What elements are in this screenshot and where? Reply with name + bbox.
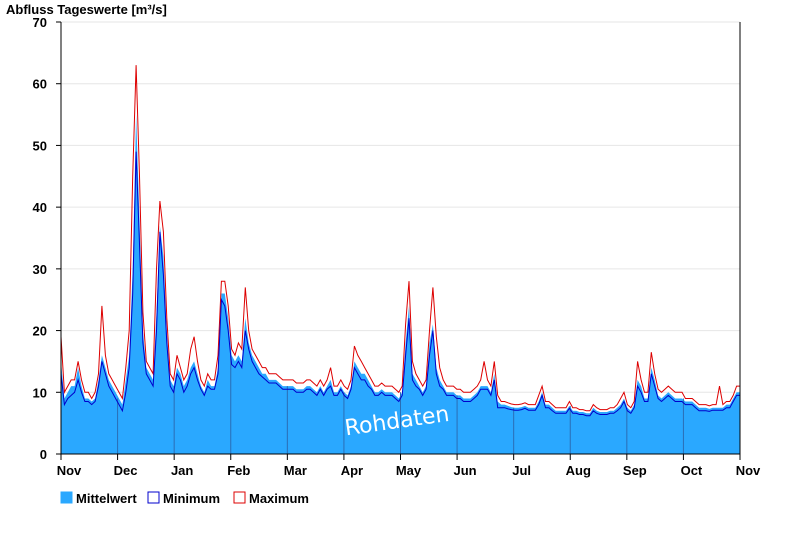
y-tick-label-10: 10 bbox=[33, 385, 47, 400]
legend-label-mittelwert: Mittelwert bbox=[76, 491, 137, 506]
legend-label-minimum: Minimum bbox=[163, 491, 220, 506]
x-tick-label-nov-12: Nov bbox=[736, 463, 761, 478]
x-tick-label-dec-1: Dec bbox=[114, 463, 138, 478]
x-tick-label-feb-3: Feb bbox=[227, 463, 250, 478]
legend-swatch-mittelwert bbox=[60, 491, 73, 504]
x-tick-label-jun-7: Jun bbox=[454, 463, 477, 478]
y-tick-label-30: 30 bbox=[33, 262, 47, 277]
grid bbox=[61, 21, 740, 393]
x-tick-label-nov-0: Nov bbox=[57, 463, 82, 478]
minimum-line bbox=[60, 151, 740, 417]
legend-label-maximum: Maximum bbox=[249, 491, 309, 506]
y-tick-label-40: 40 bbox=[33, 200, 47, 215]
y-tick-label-0: 0 bbox=[40, 447, 47, 462]
legend: Mittelwert Minimum Maximum bbox=[60, 491, 309, 506]
y-tick-label-70: 70 bbox=[33, 15, 47, 30]
x-tick-label-sep-10: Sep bbox=[623, 463, 647, 478]
x-tick-label-mar-4: Mar bbox=[284, 463, 307, 478]
legend-swatch-maximum bbox=[233, 491, 246, 504]
x-tick-label-jan-2: Jan bbox=[171, 463, 193, 478]
x-tick-label-jul-8: Jul bbox=[512, 463, 531, 478]
x-tick-label-aug-9: Aug bbox=[566, 463, 591, 478]
x-tick-label-may-6: May bbox=[396, 463, 422, 478]
axes: 0 10 20 30 40 50 60 70 Nov Dec Jan Feb Mar Apr May Jun J… bbox=[33, 15, 762, 478]
plot-area bbox=[60, 65, 740, 454]
y-tick-label-50: 50 bbox=[33, 138, 47, 153]
legend-swatch-minimum bbox=[147, 491, 160, 504]
x-tick-label-oct-11: Oct bbox=[681, 463, 703, 478]
maximum-line bbox=[60, 65, 740, 412]
x-tick-label-apr-5: Apr bbox=[341, 463, 363, 478]
y-tick-label-20: 20 bbox=[33, 324, 47, 339]
chart-title: Abfluss Tageswerte [m³/s] bbox=[6, 2, 167, 17]
y-tick-label-60: 60 bbox=[33, 77, 47, 92]
